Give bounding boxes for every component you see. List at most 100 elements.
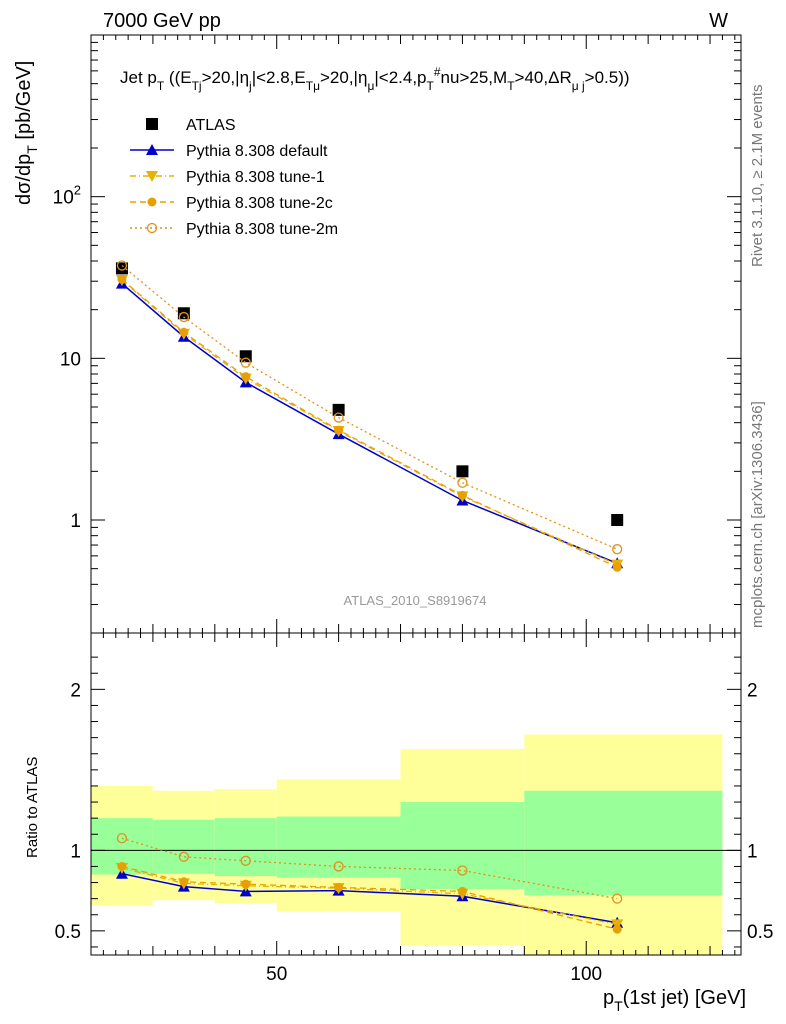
ratio-series-point-3-5	[612, 893, 623, 904]
title-sub: T	[157, 79, 165, 93]
main-series-point-3-3	[334, 425, 344, 435]
rivet-label: Rivet 3.1.10, ≥ 2.1M events	[749, 85, 766, 268]
main-series-point-4-3	[333, 412, 344, 423]
ratio-series-line-0	[121, 872, 618, 924]
ratio-series-point-2-3	[334, 882, 344, 892]
main-ytick-label: 10	[60, 349, 81, 370]
title-sub: T	[507, 79, 515, 93]
ratio-series-point-3-3	[333, 861, 344, 872]
green-band-4	[400, 802, 525, 889]
main-series-point-3-4	[457, 490, 467, 500]
title-part: >20,|η	[202, 68, 249, 87]
main-ytick-label: 102	[53, 183, 81, 209]
main-series-point-0-0	[115, 262, 128, 275]
green-band-2	[214, 818, 277, 877]
main-series-point-3-5	[612, 562, 622, 572]
legend-marker-2	[146, 171, 158, 182]
header-left: 7000 GeV pp	[103, 10, 221, 32]
legend-label-3: Pythia 8.308 tune-2c	[186, 195, 333, 212]
ratio-ytick-label-right: 2	[747, 680, 758, 701]
green-band-3	[276, 816, 401, 878]
xlabel-sub: T	[614, 998, 623, 1014]
ratio-ytick-label-right: 1	[747, 841, 758, 862]
ratio-frame	[90, 632, 742, 956]
ratio-series-point-2-4	[457, 886, 467, 896]
title-sup: #	[434, 65, 441, 79]
x-tick-label: 100	[570, 964, 602, 985]
legend-marker-0	[146, 118, 158, 130]
ratio-series-point-3-2	[240, 855, 251, 866]
ratio-ytick-label-left: 1	[70, 841, 81, 862]
main-ytick-label: 1	[70, 511, 81, 532]
main-series-point-4-5	[612, 544, 623, 555]
main-series-point-3-0	[117, 274, 127, 284]
x-axis-label: pT(1st jet) [GeV]	[603, 987, 746, 1014]
main-series-point-4-4	[457, 477, 468, 488]
ratio-series-line-1	[121, 867, 618, 926]
xlabel-part: (1st jet) [GeV]	[623, 987, 746, 1009]
ylabel-sub: T	[24, 145, 40, 154]
main-series-line-4	[121, 265, 618, 550]
title-part: Jet p	[120, 68, 157, 87]
title-sub: μ j	[572, 79, 585, 93]
ytick-exp: 2	[74, 183, 81, 198]
legend-label-0: ATLAS	[186, 117, 236, 134]
main-series-point-4-0	[116, 260, 128, 271]
title-sub: T	[427, 79, 435, 93]
legend-marker-3	[147, 197, 157, 207]
main-series-point-0-5	[611, 513, 624, 526]
main-series	[115, 260, 624, 572]
ratio-axes: 50 100 0.5 0.5 1 1 2 2	[55, 632, 773, 985]
legend-label-1: Pythia 8.308 default	[186, 143, 328, 160]
legend-label-2: Pythia 8.308 tune-1	[186, 169, 325, 186]
ratio-ytick-label-left: 2	[70, 680, 81, 701]
main-series-point-0-1	[177, 307, 190, 320]
ratio-bands	[91, 734, 723, 955]
green-band-1	[152, 819, 215, 874]
ylabel-part: [pb/GeV]	[13, 61, 35, 146]
ratio-series-point-3-0	[116, 833, 128, 844]
legend-label-4: Pythia 8.308 tune-2m	[186, 221, 338, 238]
ratio-series-point-2-0	[117, 861, 127, 871]
legend-marker-1	[146, 144, 158, 155]
title-part: |<2.8,E	[252, 68, 306, 87]
ratio-series-point-3-1	[178, 851, 190, 862]
header-right: W	[709, 10, 728, 32]
ylabel-part: dσ/dp	[13, 154, 35, 205]
main-series-line-3	[121, 278, 618, 568]
ratio-series-line-2	[121, 865, 618, 930]
ratio-ytick-label-left: 0.5	[55, 922, 81, 943]
title-sub: Tj	[192, 79, 202, 93]
main-ylabel: dσ/dpT [pb/GeV]	[13, 61, 40, 205]
title-sub: j	[248, 79, 252, 93]
main-series-line-1	[121, 283, 618, 564]
ratio-series-point-3-4	[457, 865, 468, 876]
title-part: >0.5))	[585, 68, 630, 87]
title-part: |<2.4,p	[374, 68, 426, 87]
ratio-series-point-2-1	[179, 877, 189, 887]
main-series-point-4-1	[178, 311, 190, 323]
main-series-point-3-1	[179, 327, 189, 337]
ytick-base: 10	[53, 188, 74, 209]
legend: ATLAS Pythia 8.308 default Pythia 8.308 tu…	[130, 117, 338, 238]
ratio-series	[115, 833, 624, 934]
title-sub: Tμ	[306, 79, 320, 93]
legend-marker-4	[146, 222, 158, 234]
title-part: >40,ΔR	[515, 68, 572, 87]
main-series-point-4-2	[240, 357, 251, 368]
main-series-point-3-2	[241, 372, 251, 382]
title-part: >20,|η	[320, 68, 367, 87]
x-tick-label: 50	[266, 964, 287, 985]
mcplots-label: mcplots.cern.ch [arXiv:1306.3436]	[749, 401, 766, 628]
ratio-ylabel: Ratio to ATLAS	[24, 757, 41, 858]
ratio-ytick-label-right: 0.5	[747, 922, 773, 943]
title-part: nu>25,M	[441, 68, 508, 87]
ratio-series-point-2-2	[241, 879, 251, 889]
xlabel-part: p	[603, 987, 614, 1009]
main-series-point-0-3	[332, 403, 345, 416]
main-series-point-0-4	[456, 465, 469, 478]
title-part: ((E	[164, 68, 191, 87]
ratio-series-point-2-5	[612, 924, 622, 934]
title-sub: μ	[367, 79, 374, 93]
